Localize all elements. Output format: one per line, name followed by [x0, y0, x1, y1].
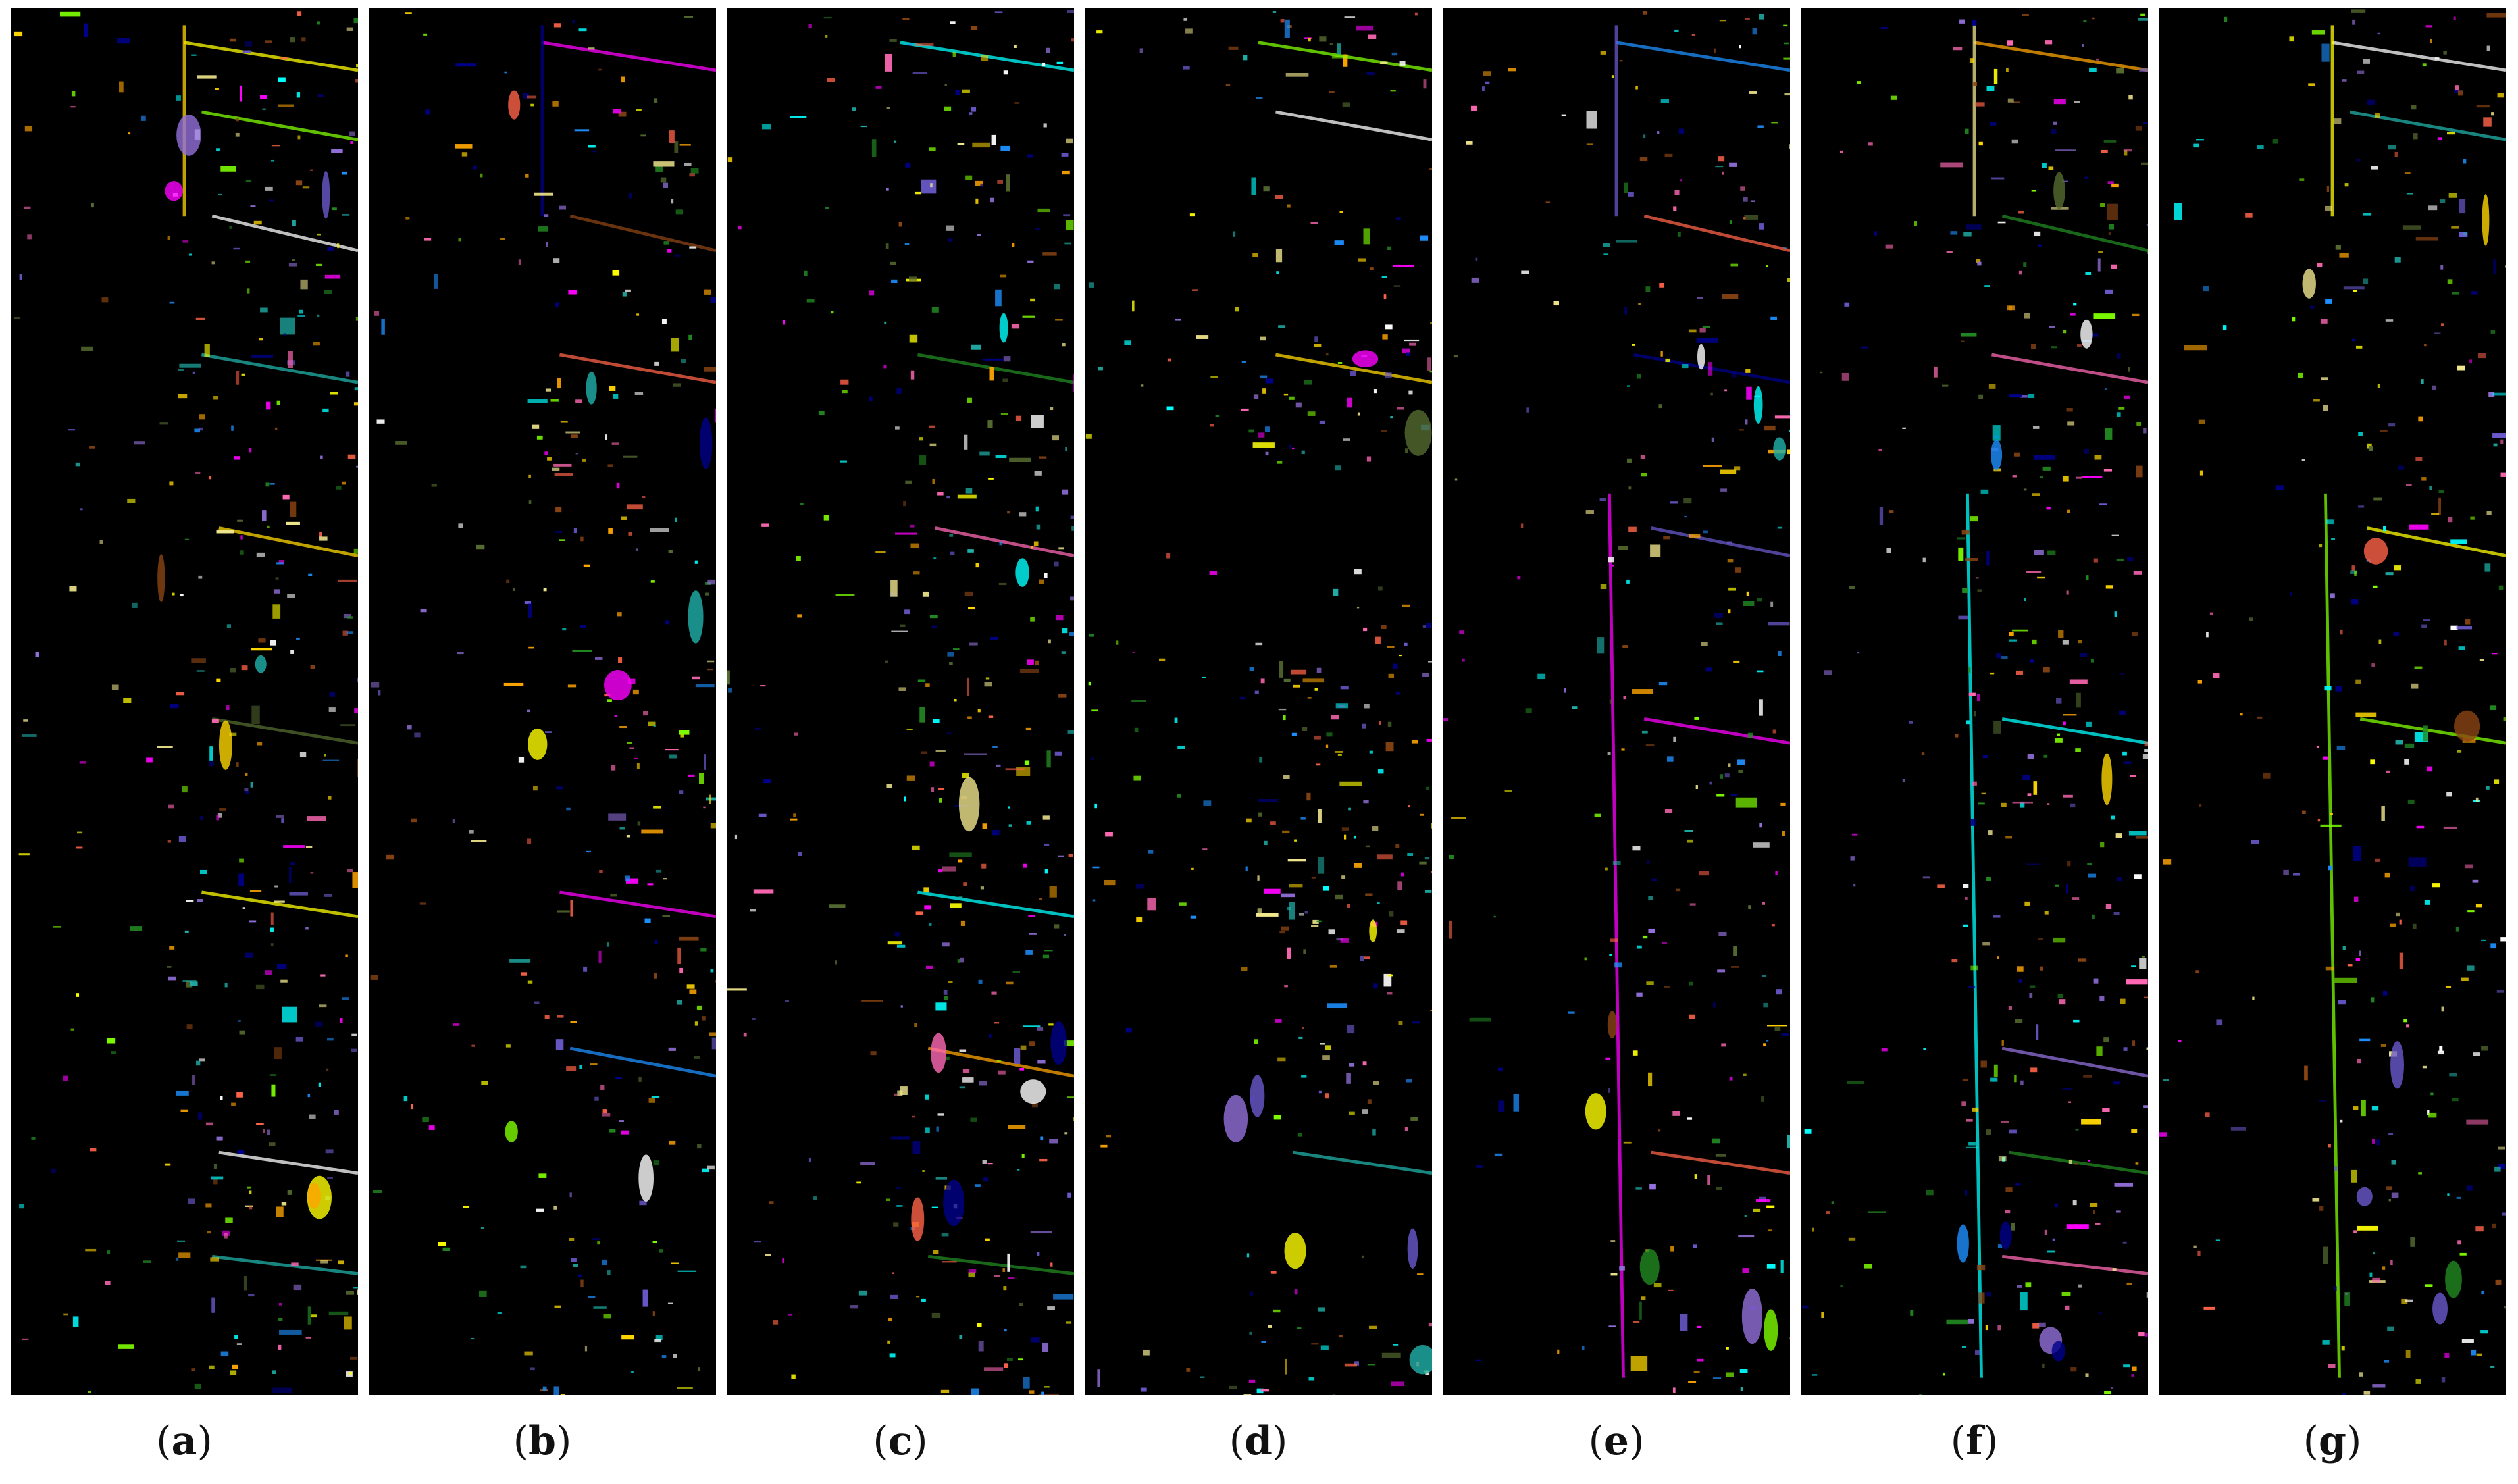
- map-canvas-g: [2159, 9, 2506, 1395]
- classification-map-e: [1443, 8, 1790, 1395]
- panel-label-b: (b): [513, 1418, 572, 1464]
- classification-map-b: [369, 8, 716, 1395]
- map-canvas-e: [1443, 11, 1790, 1393]
- map-canvas-b: [370, 12, 716, 1395]
- panel-label-c: (c): [873, 1418, 928, 1464]
- panel-label-g: (g): [2303, 1418, 2362, 1464]
- map-canvas-d: [1085, 11, 1432, 1395]
- map-canvas-a: [14, 11, 358, 1393]
- panel-label-f: (f): [1950, 1418, 1999, 1464]
- panel-label-a: (a): [156, 1418, 213, 1464]
- panel-label-d: (d): [1229, 1418, 1288, 1464]
- map-canvas-f: [1802, 13, 2148, 1395]
- classification-map-c: [727, 8, 1074, 1395]
- map-canvas-c: [727, 10, 1074, 1395]
- classification-map-d: [1085, 8, 1432, 1395]
- classification-map-a: [11, 8, 358, 1395]
- classification-map-g: [2159, 8, 2506, 1395]
- classification-map-f: [1801, 8, 2148, 1395]
- panel-label-e: (e): [1588, 1418, 1645, 1464]
